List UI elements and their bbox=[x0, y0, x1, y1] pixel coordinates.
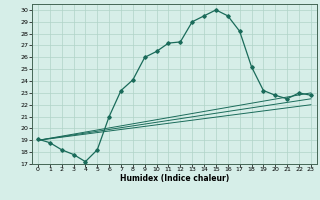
X-axis label: Humidex (Indice chaleur): Humidex (Indice chaleur) bbox=[120, 174, 229, 183]
